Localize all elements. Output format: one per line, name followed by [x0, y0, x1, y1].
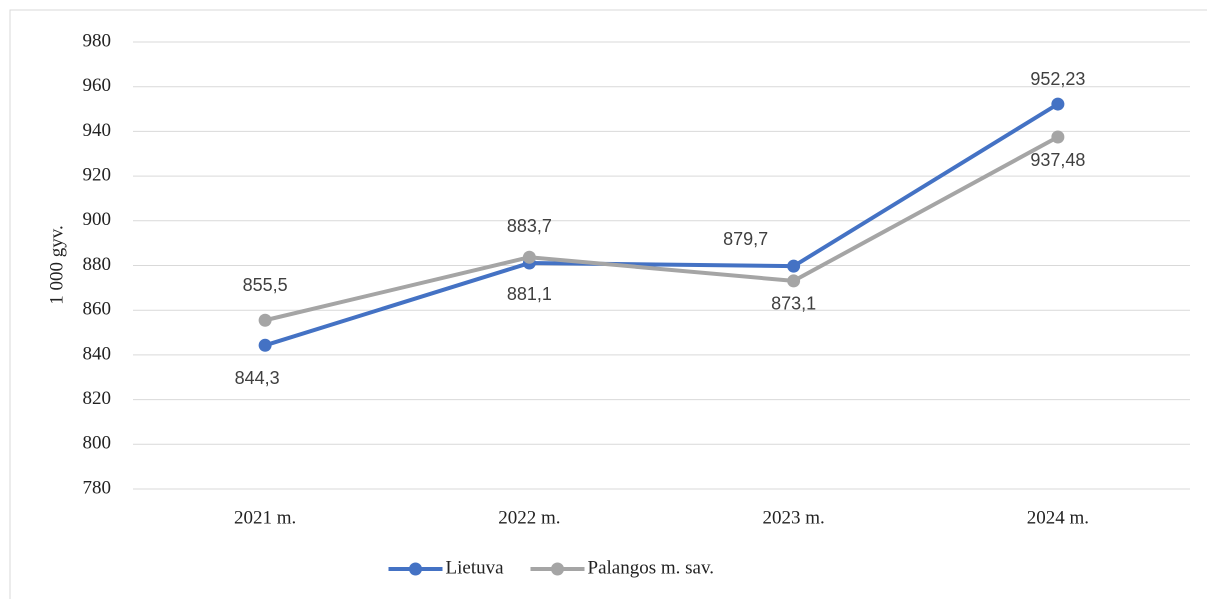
legend-marker: [551, 562, 564, 576]
y-tick-label: 980: [83, 30, 112, 51]
x-tick-label: 2021 m.: [234, 507, 296, 528]
data-label: 855,5: [243, 275, 288, 295]
legend-label: Palangos m. sav.: [588, 557, 714, 578]
data-point: [787, 274, 801, 288]
legend-label: Lietuva: [446, 557, 505, 578]
y-tick-label: 800: [83, 433, 112, 454]
x-tick-label: 2022 m.: [498, 507, 560, 528]
y-tick-label: 860: [83, 299, 112, 320]
data-label: 881,1: [507, 284, 552, 304]
data-point: [1051, 97, 1065, 111]
y-tick-label: 960: [83, 75, 112, 96]
x-tick-label: 2023 m.: [762, 507, 824, 528]
chart-frame: [9, 9, 1207, 599]
data-label: 879,7: [723, 229, 768, 249]
data-point: [522, 250, 536, 264]
data-point: [258, 313, 272, 327]
x-tick-label: 2024 m.: [1027, 507, 1089, 528]
y-tick-label: 900: [83, 209, 112, 230]
y-tick-label: 820: [83, 388, 112, 409]
y-tick-label: 780: [83, 477, 112, 498]
y-tick-label: 940: [83, 120, 112, 141]
data-label: 937,48: [1030, 150, 1085, 170]
data-label: 873,1: [771, 294, 816, 314]
series-line: [264, 102, 1059, 348]
data-point: [258, 338, 272, 352]
data-label: 844,3: [235, 368, 280, 388]
y-tick-label: 880: [83, 254, 112, 275]
data-label: 883,7: [507, 216, 552, 236]
y-axis-label: 1 000 gyv.: [46, 225, 67, 305]
data-point: [787, 259, 801, 273]
legend-marker: [409, 562, 422, 576]
data-label: 952,23: [1030, 69, 1085, 89]
data-point: [1051, 130, 1065, 144]
y-tick-label: 920: [83, 164, 112, 185]
y-tick-label: 840: [83, 343, 112, 364]
series-line: [264, 135, 1059, 323]
